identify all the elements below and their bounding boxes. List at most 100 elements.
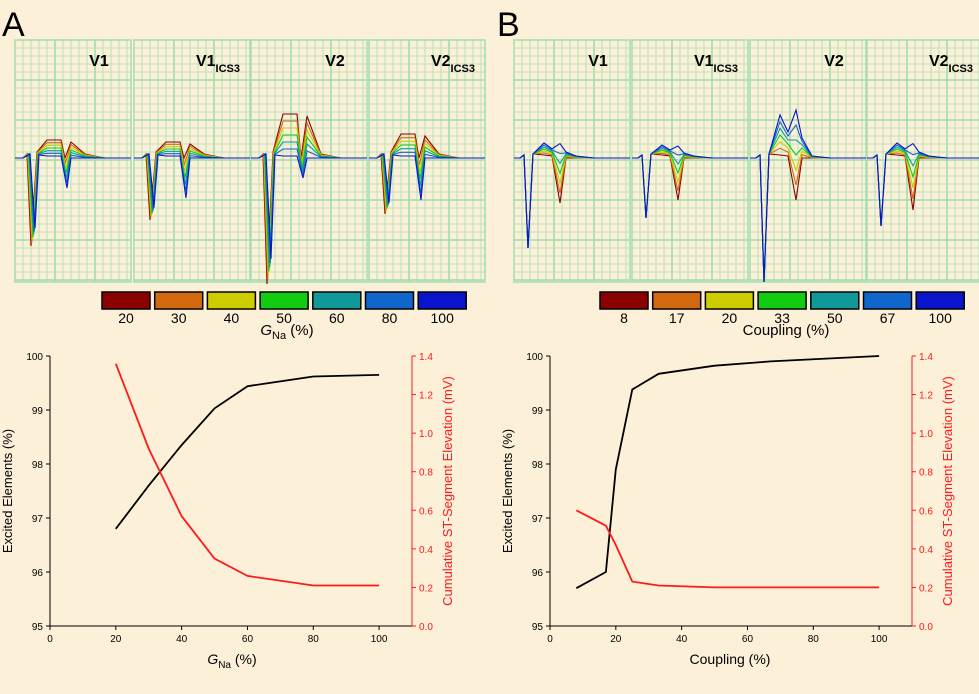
legend-value-a-6: 100 [431,310,455,326]
y-left-label: Excited Elements (%) [500,429,515,553]
legend-swatch-a-6 [417,291,467,310]
y-right-tick-label: 1.4 [419,352,433,363]
ecg-trace [15,153,131,229]
x-tick-label: 20 [110,634,122,645]
legend-swatch-a-3 [259,291,309,310]
ecg-trace [369,153,485,203]
y-right-tick-label: 0.2 [919,583,933,594]
legend-value-b-3: 33 [774,310,790,326]
lead-label: V1ICS3 [196,53,240,75]
y-right-tick-label: 0.4 [919,545,933,556]
legend-swatch-a-1 [153,291,204,310]
chart-a: 0 20 40 60 80 100 95 96 97 98 99 100 0.0 0.2 0.4 0.6 0.8… [0,352,455,645]
ecg-lead-b-3: V2ICS3 [866,39,979,283]
ecg-trace [750,140,866,283]
excited-elements-line-b [575,355,880,589]
legend-value-a-4: 60 [329,310,345,326]
legend-value-b-2: 20 [722,310,738,326]
st-elevation-line-a [114,363,380,587]
y-left-tick-label: 97 [532,514,544,525]
legend-b: 8 17 20 33 50 67 100 [599,291,965,326]
ecg-trace [632,147,748,219]
y-right-tick-label: 0.0 [419,622,433,633]
ecg-lead-a-3: V2ICS3 [368,39,486,283]
y-left-tick-label: 98 [532,460,544,471]
ecg-lead-a-0: V1 [14,39,132,283]
lead-label: V1 [588,53,608,70]
chart-a-xlabel: GNa (%) [207,651,256,671]
ecg-lead-b-2: V2 [749,39,867,283]
chart-b: 0 20 40 60 80 100 95 96 97 98 99 100 0.0 0.2 0.4 0.6 0.8… [500,352,955,645]
y-left-tick-label: 99 [532,406,544,417]
y-right-tick-label: 0.8 [419,468,433,479]
ecg-trace [632,144,748,219]
ecg-trace [134,153,250,208]
y-right-tick-label: 0.8 [919,468,933,479]
legend-swatch-a-5 [364,291,415,310]
ecg-lead-b-1: V1ICS3 [631,39,749,283]
y-left-tick-label: 95 [532,622,544,633]
legend-value-b-4: 50 [827,310,843,326]
lead-label: V1ICS3 [694,53,738,75]
lead-label: V1 [89,53,109,70]
x-tick-label: 80 [308,634,320,645]
y-left-tick-label: 96 [32,568,44,579]
ecg-trace [867,142,979,227]
legend-value-b-1: 17 [669,310,685,326]
legend-swatch-a-0 [101,291,151,310]
ecg-trace [750,153,866,283]
y-right-tick-label: 1.0 [419,429,433,440]
legend-value-a-3: 50 [276,310,292,326]
legend-title-b: Coupling (%) [743,322,830,339]
y-right-tick-label: 1.0 [919,429,933,440]
x-tick-label: 40 [676,634,688,645]
ecg-trace [514,146,630,249]
lead-label: V2ICS3 [929,53,973,75]
legend-a: 20 30 40 50 60 80 100 [101,291,467,326]
y-right-tick-label: 0.6 [419,506,433,517]
y-left-tick-label: 98 [32,460,44,471]
lead-label: V2ICS3 [431,53,475,75]
legend-swatch-b-0 [599,291,649,310]
y-right-tick-label: 0.0 [919,622,933,633]
legend-swatch-b-5 [862,291,913,310]
lead-label: V2 [824,53,844,70]
ecg-panel-a: V1 V1ICS3 V2 V2ICS3 [14,39,486,285]
legend-swatch-b-4 [810,291,860,310]
x-tick-label: 80 [808,634,820,645]
excited-elements-line-a [115,374,380,530]
x-tick-label: 20 [610,634,622,645]
ecg-trace [251,153,367,259]
legend-title-a: GNa (%) [260,322,313,342]
legend-value-a-0: 20 [118,310,134,326]
legend-value-b-5: 67 [880,310,896,326]
x-tick-label: 60 [242,634,254,645]
y-right-tick-label: 1.2 [919,391,933,402]
ecg-lead-b-0: V1 [513,39,631,283]
y-left-tick-label: 96 [532,568,544,579]
x-tick-label: 60 [742,634,754,645]
legend-swatch-a-2 [206,291,257,310]
legend-swatch-b-3 [757,291,807,310]
x-tick-label: 0 [47,634,53,645]
ecg-lead-a-2: V2 [250,39,368,285]
ecg-lead-a-1: V1ICS3 [133,39,251,283]
ecg-trace [750,108,866,283]
ecg-trace [514,142,630,249]
y-left-tick-label: 95 [32,622,44,633]
ecg-trace [514,148,630,249]
y-right-tick-label: 0.4 [419,545,433,556]
x-tick-label: 0 [547,634,553,645]
legend-swatch-b-2 [704,291,755,310]
lead-label: V2 [325,53,345,70]
y-right-tick-label: 1.4 [919,352,933,363]
x-tick-label: 100 [871,634,888,645]
y-right-tick-label: 0.6 [919,506,933,517]
legend-swatch-b-1 [651,291,702,310]
y-right-label: Cumulative ST-Segment Elevation (mV) [940,376,955,606]
y-left-tick-label: 100 [26,352,43,363]
y-left-tick-label: 100 [526,352,543,363]
legend-value-b-6: 100 [929,310,953,326]
ecg-panel-b: V1 V1ICS3 V2 V2ICS3 [513,39,979,283]
